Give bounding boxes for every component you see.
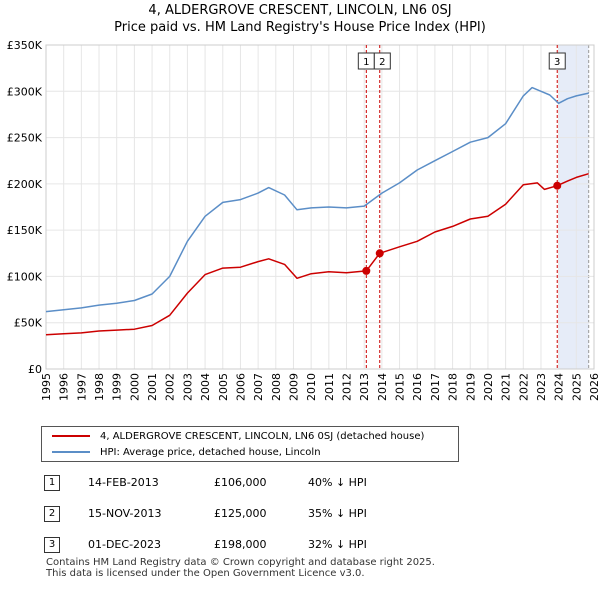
y-tick-label: £100K [7,270,43,283]
x-tick-label: 2012 [341,373,354,401]
x-tick-label: 2004 [199,373,212,401]
sale-points [362,181,562,275]
legend-swatch-property [52,435,90,437]
footer: Contains HM Land Registry data © Crown c… [46,557,435,579]
transaction-label-box [548,52,566,70]
chart-title: 4, ALDERGROVE CRESCENT, LINCOLN, LN6 0SJ [148,3,451,18]
x-tick-label: 2021 [500,373,513,401]
y-tick-label: £0 [28,363,42,376]
x-tick-label: 2025 [570,373,583,401]
x-tick-label: 2002 [164,373,177,401]
transaction-price: £198,000 [214,538,267,551]
x-tick-label: 2009 [287,373,300,401]
transaction-hpi: 32% ↓ HPI [308,538,367,551]
legend-item-hpi: HPI: Average price, detached house, Linc… [52,445,321,461]
x-tick-label: 2013 [358,373,371,401]
legend-item-property: 4, ALDERGROVE CRESCENT, LINCOLN, LN6 0SJ… [52,429,424,445]
x-tick-label: 2015 [394,373,407,401]
transaction-date: 01-DEC-2023 [88,538,162,551]
transaction-badge: 1 [44,475,60,491]
transaction-date: 14-FEB-2013 [88,476,159,489]
x-tick-label: 1998 [93,373,106,401]
projection-band [558,45,590,369]
shaded-band [558,45,589,369]
sale-point [375,249,384,258]
x-tick-label: 2000 [128,373,141,401]
transaction-date: 15-NOV-2013 [88,507,162,520]
transaction-price: £106,000 [214,476,267,489]
legend: 4, ALDERGROVE CRESCENT, LINCOLN, LN6 0SJ… [41,426,459,462]
price-chart: 4, ALDERGROVE CRESCENT, LINCOLN, LN6 0SJ… [7,3,600,401]
x-tick-label: 1999 [111,373,124,401]
x-tick-label: 1997 [75,373,88,401]
y-tick-label: £50K [14,317,43,330]
footer-copyright: Contains HM Land Registry data © Crown c… [46,557,435,568]
x-tick-label: 2003 [181,373,194,401]
x-tick-label: 1995 [40,373,53,401]
x-tick-label: 2005 [217,373,230,401]
transaction-label: 1 [363,57,369,68]
x-tick-label: 2014 [376,373,389,401]
x-tick-label: 2016 [411,373,424,401]
series-line [45,86,589,313]
y-tick-label: £150K [7,224,43,237]
transaction-price: £125,000 [214,507,267,520]
transaction-hpi: 40% ↓ HPI [308,476,367,489]
series-lines [45,86,589,336]
x-tick-label: 2007 [252,373,265,401]
x-tick-label: 2024 [553,373,566,401]
y-tick-label: £200K [7,178,43,191]
transaction-badge: 2 [44,506,60,522]
sale-point [553,181,562,190]
sale-point [362,266,371,275]
x-tick-label: 2026 [588,373,600,401]
x-tick-label: 2019 [464,373,477,401]
y-tick-label: £350K [7,39,43,52]
gridlines [45,44,595,370]
footer-licence: This data is licensed under the Open Gov… [46,568,365,579]
plot-frame [45,44,595,370]
chart-subtitle: Price paid vs. HM Land Registry's House … [114,20,486,35]
series-line [45,172,589,336]
x-tick-label: 1996 [58,373,71,401]
x-tick-label: 2020 [482,373,495,401]
transaction-hpi: 35% ↓ HPI [308,507,367,520]
legend-label-hpi: HPI: Average price, detached house, Linc… [100,447,321,458]
transaction-badge: 3 [44,537,60,553]
y-tick-label: £300K [7,85,43,98]
y-axis-ticks: £0 £50K £100K £150K £200K £250K £300K £350K [7,39,43,376]
legend-swatch-hpi [52,451,90,453]
x-tick-label: 2022 [517,373,530,401]
transaction-label: 3 [554,57,560,68]
transaction-label-box [373,52,391,70]
x-tick-label: 2008 [270,373,283,401]
transaction-label: 2 [379,57,385,68]
x-tick-label: 2017 [429,373,442,401]
x-tick-label: 2001 [146,373,159,401]
legend-label-property: 4, ALDERGROVE CRESCENT, LINCOLN, LN6 0SJ… [100,431,425,442]
x-axis-ticks: 1995 1996 1997 1998 1999 2000 2001 2002 2003 2004… [40,373,600,401]
x-tick-label: 2018 [447,373,460,401]
x-tick-label: 2010 [305,373,318,401]
x-tick-label: 2023 [535,373,548,401]
y-tick-label: £250K [7,132,43,145]
x-tick-label: 2006 [234,373,247,401]
x-tick-label: 2011 [323,373,336,401]
